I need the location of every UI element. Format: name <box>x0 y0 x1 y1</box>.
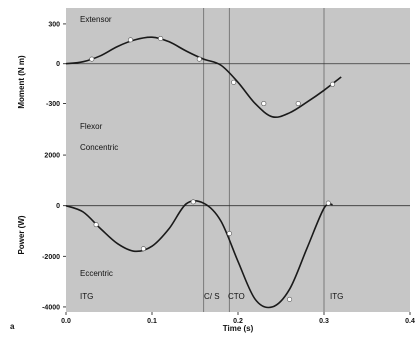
power-marker-0 <box>93 222 99 228</box>
x-axis-label: Time (s) <box>223 324 254 333</box>
moment-y-tick-label-0: 300 <box>48 21 60 28</box>
power-marker-4 <box>287 296 293 302</box>
flexor-label: Flexor <box>80 122 103 131</box>
extensor-label: Extensor <box>80 15 112 24</box>
moment-y-tick-label-1: 0 <box>56 61 60 68</box>
power-marker-3 <box>226 231 232 237</box>
moment-marker-2 <box>158 36 164 42</box>
x-tick-label-3: 0.3 <box>319 318 329 325</box>
power-series-line <box>65 199 333 309</box>
event-label-itg-end: ITG <box>330 292 343 301</box>
moment-marker-4 <box>231 79 237 85</box>
moment-marker-7 <box>330 81 336 87</box>
concentric-label: Concentric <box>80 143 118 152</box>
moment-y-tick-label-2: -300 <box>46 101 60 108</box>
moment-marker-6 <box>295 101 301 107</box>
power-marker-2 <box>190 199 196 205</box>
power-y-tick-label-2: -2000 <box>42 254 60 261</box>
power-marker-1 <box>140 246 146 252</box>
panel-letter: a <box>10 322 15 331</box>
power-y-tick-label-0: 2000 <box>44 153 60 160</box>
x-tick-label-0: 0.0 <box>61 318 71 325</box>
data-markers <box>89 36 336 302</box>
eccentric-label: Eccentric <box>80 269 113 278</box>
event-label-cto: CTO <box>228 292 245 301</box>
event-label-itg-start: ITG <box>80 292 93 301</box>
zero-lines <box>66 63 410 207</box>
power-y-tick-label-1: 0 <box>56 203 60 210</box>
power-marker-5 <box>325 200 331 206</box>
moment-series-line <box>65 36 342 119</box>
x-tick-label-4: 0.4 <box>405 318 415 325</box>
moment-y-axis-label: Moment (N m) <box>17 55 26 109</box>
moment-marker-5 <box>261 101 267 107</box>
moment-marker-0 <box>89 56 95 62</box>
power-y-axis-label: Power (W) <box>17 215 26 254</box>
series-lines <box>65 36 342 309</box>
x-tick-label-1: 0.1 <box>147 318 157 325</box>
moment-marker-3 <box>196 56 202 62</box>
power-y-tick-label-3: -4000 <box>42 304 60 311</box>
moment-panel-background <box>66 8 410 150</box>
moment-marker-1 <box>128 37 134 43</box>
power-panel-background <box>66 150 410 312</box>
x-tick-label-2: 0.2 <box>233 318 243 325</box>
event-label-cs: C/ S <box>204 292 220 301</box>
